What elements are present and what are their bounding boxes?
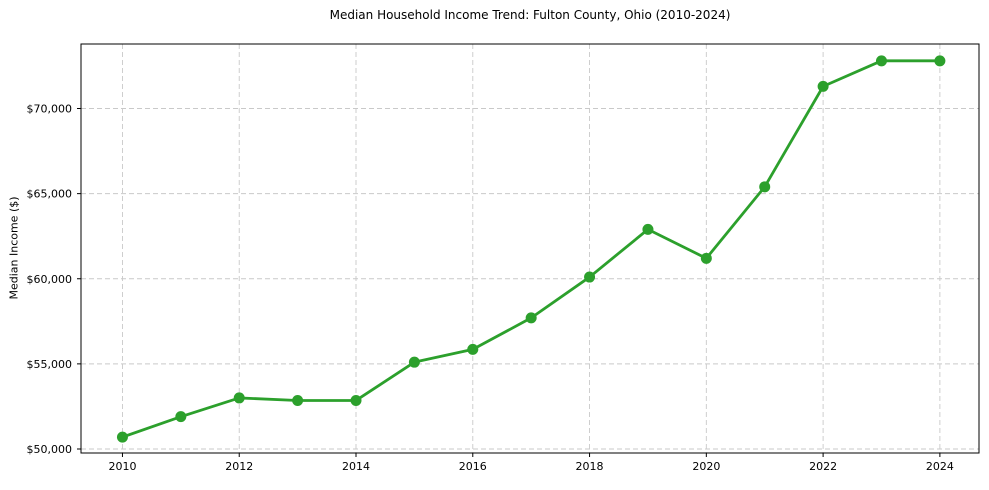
data-point-marker (817, 80, 829, 92)
x-tick-label: 2012 (225, 460, 253, 473)
data-point-marker (525, 312, 537, 324)
data-point-marker (934, 55, 946, 67)
data-point-marker (759, 181, 771, 193)
gridlines (81, 44, 979, 453)
x-tick-label: 2022 (809, 460, 837, 473)
data-point-marker (175, 411, 187, 423)
y-tick-labels: $50,000 $55,000 $60,000 $65,000 $70,000 (27, 103, 73, 456)
plot-frame (80, 43, 980, 454)
x-tick-label: 2018 (576, 460, 604, 473)
data-point-marker (584, 271, 596, 283)
y-tick-label: $65,000 (27, 188, 73, 201)
data-point-marker (408, 356, 420, 368)
x-tick-labels: 2010 2012 2014 2016 2018 2020 2022 2024 (108, 460, 953, 473)
x-tick-label: 2010 (108, 460, 136, 473)
x-tick-label: 2020 (692, 460, 720, 473)
data-point-marker (875, 55, 887, 67)
data-point-marker (350, 394, 362, 406)
chart-title: Median Household Income Trend: Fulton Co… (329, 8, 731, 22)
data-point-marker (642, 223, 654, 235)
x-tick-label: 2024 (926, 460, 954, 473)
data-point-marker (700, 252, 712, 264)
tick-marks (77, 108, 941, 457)
y-tick-label: $60,000 (27, 273, 73, 286)
data-point-marker (467, 343, 479, 355)
data-point-markers (116, 55, 946, 443)
x-tick-label: 2014 (342, 460, 370, 473)
data-point-marker (233, 392, 245, 404)
data-point-marker (292, 394, 304, 406)
income-trend-line (121, 59, 942, 439)
data-point-marker (116, 431, 128, 443)
x-tick-label: 2016 (459, 460, 487, 473)
y-tick-label: $70,000 (27, 103, 73, 116)
y-tick-label: $55,000 (27, 358, 73, 371)
y-tick-label: $50,000 (27, 443, 73, 456)
